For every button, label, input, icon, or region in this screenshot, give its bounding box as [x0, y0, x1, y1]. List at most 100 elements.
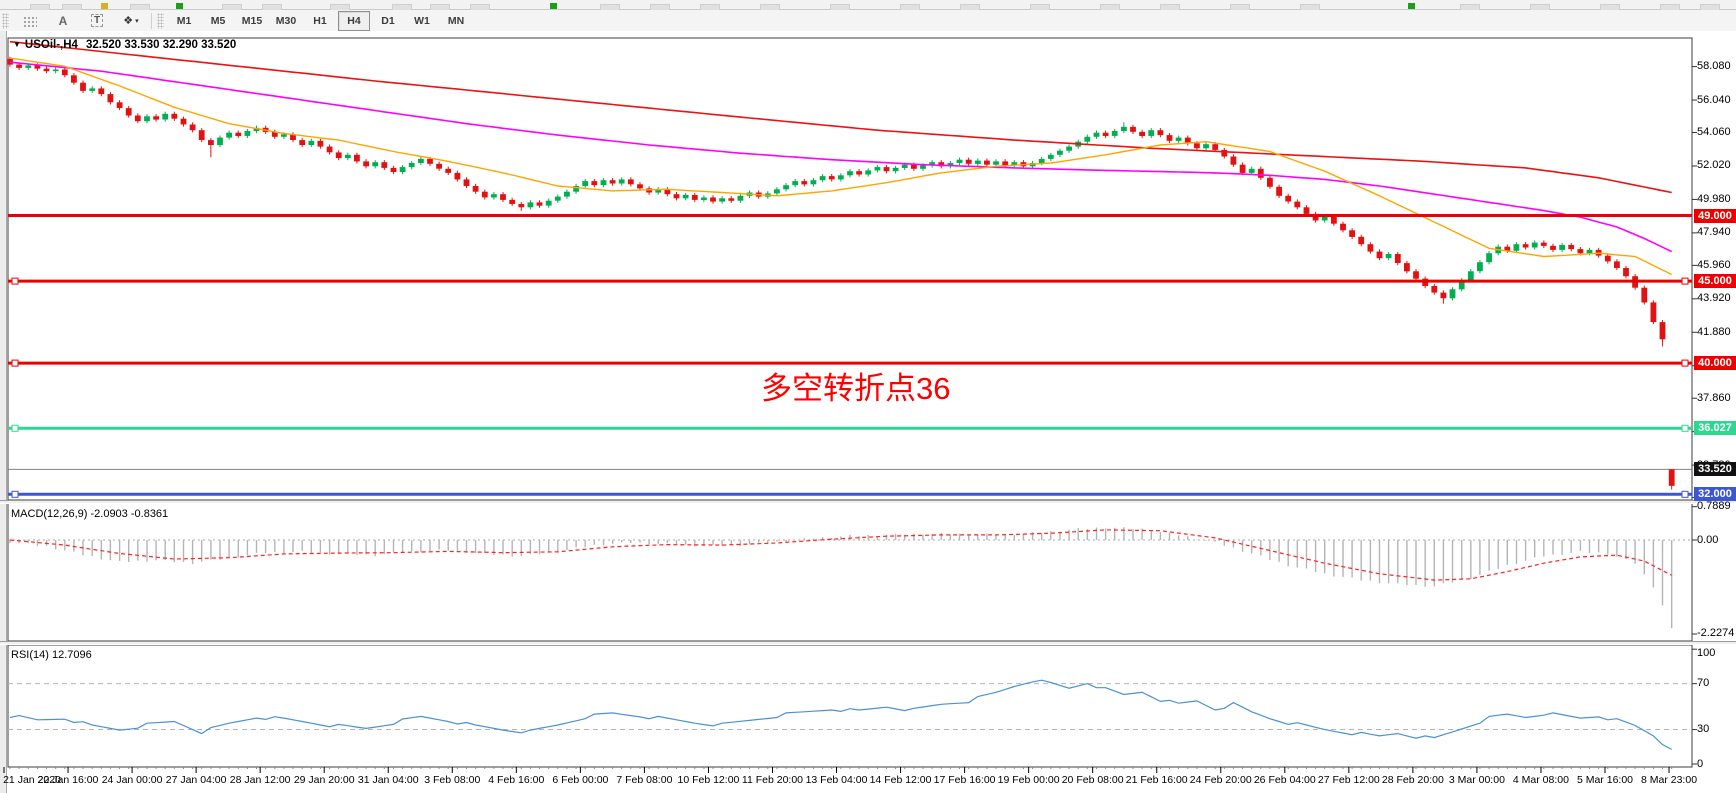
clipped-toolbar-button[interactable]: [600, 4, 620, 10]
macd-axis-label: 0.00: [1697, 533, 1719, 546]
clipped-toolbar-button[interactable]: [1600, 4, 1620, 10]
hline-handle[interactable]: [1681, 277, 1689, 285]
annotation-text[interactable]: 多空转折点36: [761, 371, 951, 406]
time-axis-label: 4 Feb 16:00: [488, 774, 545, 786]
time-axis-label: 11 Feb 20:00: [741, 774, 804, 786]
clipped-toolbar-button[interactable]: [1230, 4, 1250, 10]
time-axis-label: 21 Feb 16:00: [1125, 774, 1188, 786]
price-axis-label: 47.940: [1697, 226, 1731, 239]
clipped-toolbar-button[interactable]: [222, 4, 242, 10]
window-left-edge: [0, 31, 7, 793]
time-axis-label: 27 Feb 12:00: [1317, 774, 1380, 786]
toolbar-drag-grip[interactable]: [2, 12, 9, 29]
clipped-toolbar-button[interactable]: [1030, 4, 1050, 10]
price-tag-49.000: 49.000: [1694, 208, 1736, 223]
clipped-toolbar-button[interactable]: [1300, 4, 1320, 10]
rsi-axis-label: 100: [1697, 647, 1716, 659]
toolbar-drag-grip[interactable]: [157, 12, 164, 29]
text-label-tool-button[interactable]: T: [81, 11, 113, 31]
chart-plot[interactable]: [0, 31, 1736, 793]
timeframe-button-m5[interactable]: M5: [210, 14, 226, 27]
clipped-toolbar-icon[interactable]: [1408, 3, 1415, 9]
clipped-toolbar-button[interactable]: [30, 4, 50, 10]
dropdown-caret-icon[interactable]: ▾: [135, 17, 139, 25]
clipped-toolbar-button[interactable]: [392, 4, 412, 10]
time-axis-label: 5 Mar 16:00: [1576, 774, 1634, 786]
panel-separator[interactable]: [0, 500, 1736, 504]
price-axis-label: 41.880: [1697, 325, 1731, 338]
macd-axis-label: -2.2274: [1697, 627, 1735, 640]
clipped-toolbar-button[interactable]: [330, 4, 350, 10]
hline-handle[interactable]: [11, 359, 19, 367]
top-toolbar-strip: [0, 0, 1736, 10]
clipped-toolbar-button[interactable]: [1530, 4, 1550, 10]
time-axis-label: 4 Mar 08:00: [1512, 774, 1569, 786]
time-axis-label: 3 Feb 08:00: [424, 774, 481, 786]
time-axis-label: 31 Jan 04:00: [357, 774, 419, 786]
hline-handle[interactable]: [11, 424, 19, 432]
timeframe-button-w1[interactable]: W1: [414, 14, 430, 27]
timeframe-button-h4[interactable]: H4: [338, 10, 370, 31]
clipped-toolbar-button[interactable]: [1160, 4, 1180, 10]
chart-dropdown-icon[interactable]: ▼: [13, 40, 21, 49]
clipped-toolbar-button[interactable]: [960, 4, 980, 10]
timeframe-button-mn[interactable]: MN: [447, 14, 465, 27]
rsi-panel-border: [7, 644, 1693, 768]
macd-axis-label: 0.7889: [1697, 500, 1731, 513]
hline-handle[interactable]: [1681, 424, 1689, 432]
clipped-toolbar-button[interactable]: [760, 4, 780, 10]
macd-panel-border: [7, 502, 1693, 642]
timeframe-button-h1[interactable]: H1: [313, 14, 327, 27]
hline-handle[interactable]: [1681, 359, 1689, 367]
text-label-tool-icon: T: [90, 14, 104, 27]
price-axis-label: 56.040: [1697, 93, 1731, 106]
object-styles-tool-icon: ❖: [123, 15, 134, 27]
time-axis-label: 29 Jan 20:00: [293, 774, 355, 786]
clipped-toolbar-button[interactable]: [1700, 4, 1720, 10]
hline-handle[interactable]: [1681, 490, 1689, 498]
object-styles-tool-button[interactable]: ❖ ▾: [115, 11, 147, 31]
clipped-toolbar-icon[interactable]: [550, 3, 557, 9]
toolbar: A T ❖ ▾ M1 M5 M15 M30 H1 H4 D1 W1 MN: [0, 10, 1736, 32]
timeframe-button-d1[interactable]: D1: [381, 14, 395, 27]
time-axis-label: 7 Feb 08:00: [616, 774, 673, 786]
panel-separator[interactable]: [0, 641, 1736, 645]
clipped-toolbar-button[interactable]: [1100, 4, 1120, 10]
price-axis-label: 58.080: [1697, 60, 1731, 73]
toolbar-separator: [151, 12, 152, 29]
hline-handle[interactable]: [11, 277, 19, 285]
time-axis-label: 24 Jan 00:00: [101, 774, 163, 786]
clipped-toolbar-button[interactable]: [830, 4, 850, 10]
grid-tool-icon: [21, 14, 37, 27]
chart-title: ▼ USOil-,H4 32.520 33.530 32.290 33.520: [13, 39, 236, 51]
clipped-toolbar-button[interactable]: [700, 4, 720, 10]
clipped-toolbar-button[interactable]: [470, 4, 490, 10]
time-axis-label: 20 Feb 08:00: [1061, 774, 1124, 786]
candles: [7, 56, 1666, 347]
rsi-line: [9, 679, 1672, 750]
time-axis-label: 24 Feb 20:00: [1189, 774, 1252, 786]
chart-area[interactable]: ▼ USOil-,H4 32.520 33.530 32.290 33.520 MA…: [0, 31, 1736, 793]
text-annotation-tool-button[interactable]: A: [47, 11, 79, 31]
clipped-toolbar-button[interactable]: [900, 4, 920, 10]
grid-tool-button[interactable]: [13, 11, 45, 31]
clipped-toolbar-button[interactable]: [62, 4, 82, 10]
time-axis-label: 28 Jan 12:00: [229, 774, 291, 786]
clipped-toolbar-button[interactable]: [130, 4, 150, 10]
ohlc-values: 32.520 33.530 32.290 33.520: [85, 39, 237, 51]
clipped-toolbar-button[interactable]: [650, 4, 670, 10]
timeframe-button-m1[interactable]: M1: [176, 14, 192, 27]
clipped-toolbar-button[interactable]: [262, 4, 282, 10]
clipped-toolbar-button[interactable]: [430, 4, 450, 10]
clipped-toolbar-icon[interactable]: [176, 3, 183, 9]
timeframe-button-m30[interactable]: M30: [275, 14, 297, 27]
ma-slow-red-line: [9, 40, 1672, 194]
hline-handle[interactable]: [11, 490, 19, 498]
time-axis-label: 28 Feb 20:00: [1381, 774, 1444, 786]
timeframe-button-m15[interactable]: M15: [241, 14, 263, 27]
clipped-toolbar-button[interactable]: [1660, 4, 1680, 10]
price-tag-36.027: 36.027: [1694, 421, 1736, 436]
clipped-toolbar-button[interactable]: [1460, 4, 1480, 10]
clipped-toolbar-icon[interactable]: [101, 3, 108, 9]
